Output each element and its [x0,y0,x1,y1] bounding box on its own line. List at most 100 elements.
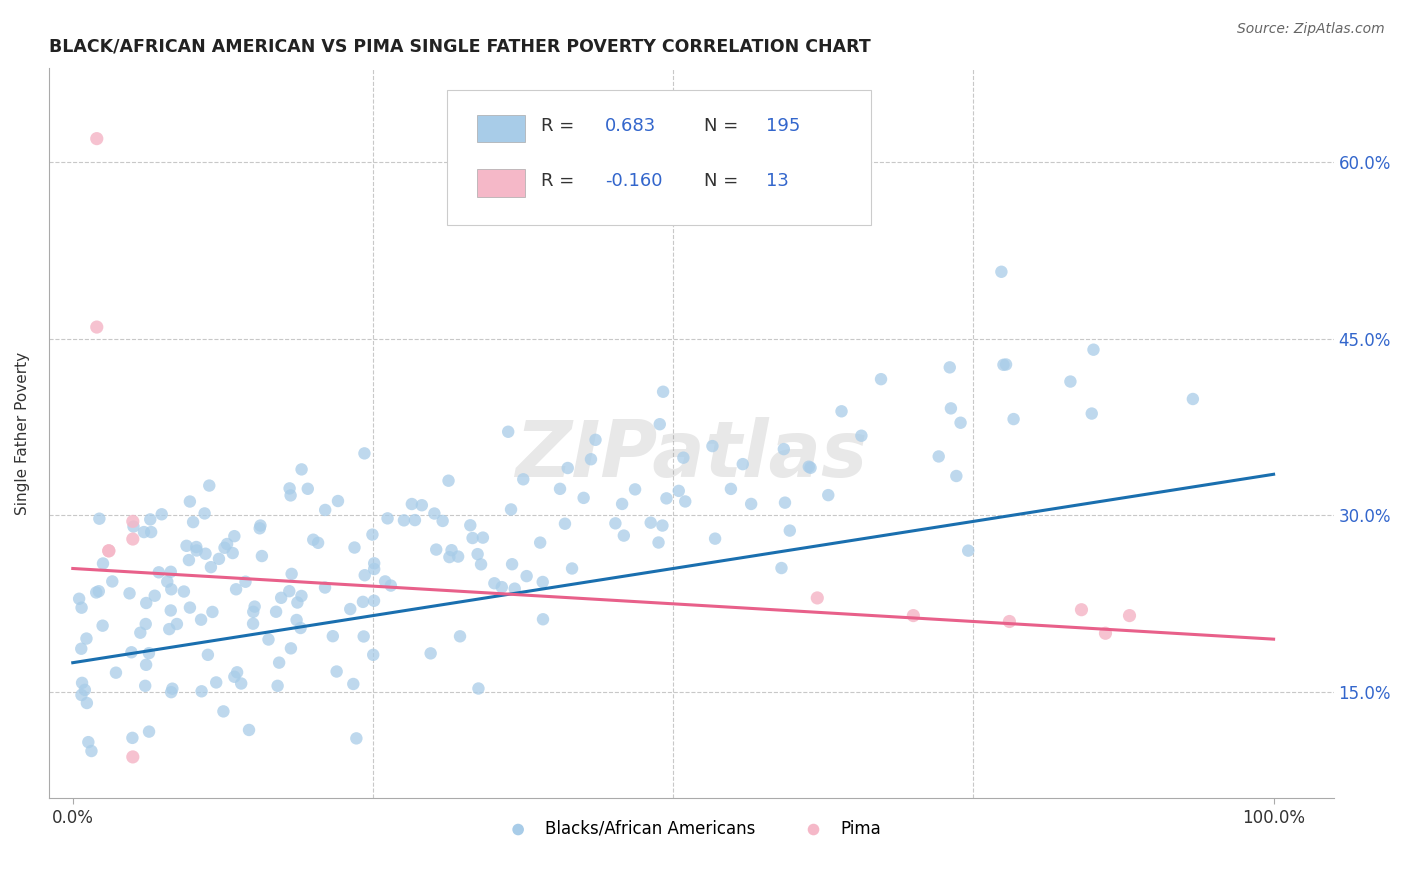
Text: 195: 195 [766,118,800,136]
Point [770,561,793,575]
Point [344,731,367,746]
Point [870,372,893,386]
Point [419,646,441,660]
Point [990,265,1012,279]
Point [190,684,212,698]
Point [467,681,489,696]
Point [302,533,325,547]
Point [491,580,513,594]
Point [242,616,264,631]
Point [134,679,156,693]
Point [392,513,415,527]
Point [353,568,375,582]
Point [322,629,344,643]
Point [613,528,636,542]
Point [1094,626,1116,640]
Point [162,681,184,696]
Point [80,744,103,758]
Point [186,543,208,558]
Point [120,645,142,659]
Point [648,417,671,432]
Point [97,544,120,558]
Point [557,461,579,475]
Point [1059,375,1081,389]
Point [585,433,607,447]
Point [380,578,402,592]
Text: R =: R = [541,172,579,190]
Point [1181,392,1204,406]
Text: 0.683: 0.683 [605,118,657,136]
Point [957,543,980,558]
Point [270,591,292,605]
Point [425,542,447,557]
Legend: Blacks/African Americans, Pima: Blacks/African Americans, Pima [495,814,887,845]
Point [529,535,551,549]
Point [86,320,108,334]
Point [129,625,152,640]
Point [377,511,399,525]
Point [269,656,291,670]
Bar [477,115,526,143]
Text: BLACK/AFRICAN AMERICAN VS PIMA SINGLE FATHER POVERTY CORRELATION CHART: BLACK/AFRICAN AMERICAN VS PIMA SINGLE FA… [49,37,870,55]
Point [118,586,141,600]
Point [224,670,246,684]
Point [143,589,166,603]
Point [949,416,972,430]
Point [1070,603,1092,617]
Point [212,705,235,719]
Point [939,360,962,375]
Point [579,452,602,467]
Point [672,450,695,465]
Point [242,605,264,619]
Point [343,541,366,555]
Point [179,494,201,508]
Point [138,724,160,739]
Point [67,591,90,606]
Point [363,556,385,570]
Point [404,513,426,527]
Point [280,566,302,581]
Point [353,446,375,460]
Point [720,482,742,496]
Point [651,518,673,533]
Point [440,543,463,558]
Point [97,544,120,558]
Point [290,462,312,476]
Point [121,515,143,529]
Point [250,549,273,563]
Y-axis label: Single Father Poverty: Single Father Poverty [15,351,30,515]
Point [439,550,461,565]
Point [995,358,1018,372]
Point [363,593,385,607]
Point [76,696,98,710]
Point [224,529,246,543]
Point [135,596,157,610]
Point [194,547,217,561]
Point [423,507,446,521]
Point [411,498,433,512]
Point [501,558,523,572]
Point [512,472,534,486]
Text: Source: ZipAtlas.com: Source: ZipAtlas.com [1237,22,1385,37]
Point [548,482,571,496]
Point [190,613,212,627]
Point [668,483,690,498]
Point [181,515,204,529]
Point [939,401,962,416]
Point [945,469,967,483]
Point [278,482,301,496]
Point [132,524,155,539]
Point [101,574,124,589]
Point [499,502,522,516]
Point [610,497,633,511]
Point [70,641,93,656]
Bar [477,169,526,197]
Point [179,600,201,615]
Point [640,516,662,530]
Point [285,613,308,627]
Point [257,632,280,647]
Point [91,557,114,571]
Point [214,541,236,555]
Point [993,358,1015,372]
Text: N =: N = [704,118,744,136]
